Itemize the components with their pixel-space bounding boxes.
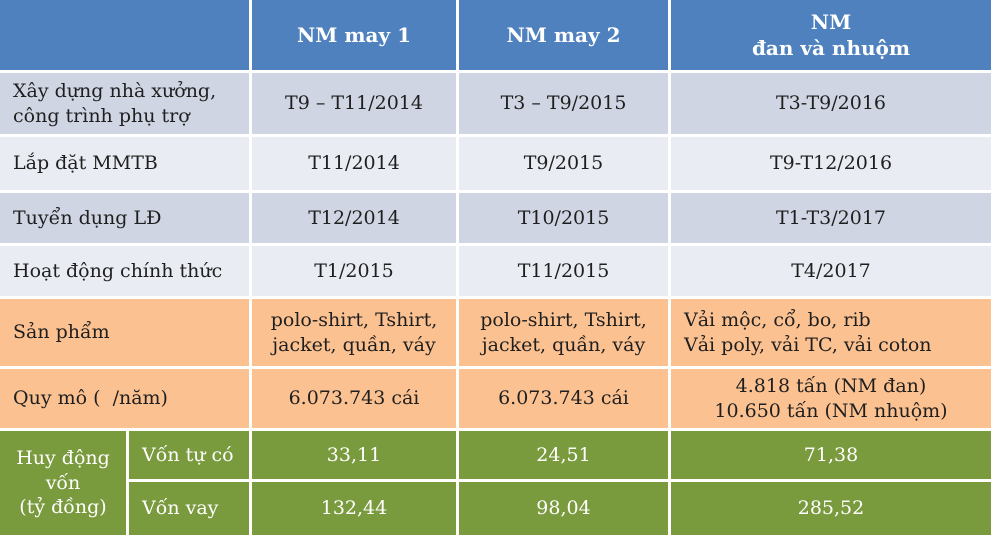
- capital-value: 24,51: [459, 431, 668, 479]
- schedule-value: T9-T12/2016: [671, 137, 991, 190]
- schedule-value: T4/2017: [671, 246, 991, 296]
- header-cell-nm-may-1: NM may 1: [252, 0, 456, 70]
- schedule-value: T3-T9/2016: [671, 73, 991, 134]
- product-value: polo-shirt, Tshirt, jacket, quần, váy: [459, 299, 668, 366]
- row-label-machinery: Lắp đặt MMTB: [0, 137, 249, 190]
- header-cell-blank: [0, 0, 249, 70]
- row-label-capacity: Quy mô ( /năm): [0, 369, 249, 428]
- schedule-value: T12/2014: [252, 193, 456, 243]
- header-cell-nm-dan-nhuom: NM đan và nhuộm: [671, 0, 991, 70]
- schedule-value: T11/2015: [459, 246, 668, 296]
- schedule-value: T1-T3/2017: [671, 193, 991, 243]
- schedule-value: T3 – T9/2015: [459, 73, 668, 134]
- capital-sublabel-loan: Vốn vay: [129, 482, 249, 535]
- capital-sublabel-equity: Vốn tự có: [129, 431, 249, 479]
- row-label-operation: Hoạt động chính thức: [0, 246, 249, 296]
- capital-value: 98,04: [459, 482, 668, 535]
- row-label-capital-mobilization: Huy động vốn (tỷ đồng): [0, 431, 126, 535]
- schedule-value: T11/2014: [252, 137, 456, 190]
- capacity-value: 6.073.743 cái: [459, 369, 668, 428]
- schedule-value: T10/2015: [459, 193, 668, 243]
- capital-value: 71,38: [671, 431, 991, 479]
- capacity-value: 4.818 tấn (NM đan) 10.650 tấn (NM nhuộm): [671, 369, 991, 428]
- schedule-value: T9 – T11/2014: [252, 73, 456, 134]
- capital-value: 33,11: [252, 431, 456, 479]
- row-label-recruitment: Tuyển dụng LĐ: [0, 193, 249, 243]
- capital-value: 285,52: [671, 482, 991, 535]
- capital-value: 132,44: [252, 482, 456, 535]
- schedule-value: T1/2015: [252, 246, 456, 296]
- product-value: polo-shirt, Tshirt, jacket, quần, váy: [252, 299, 456, 366]
- header-cell-nm-may-2: NM may 2: [459, 0, 668, 70]
- row-label-construction: Xây dựng nhà xưởng, công trình phụ trợ: [0, 73, 249, 134]
- capacity-value: 6.073.743 cái: [252, 369, 456, 428]
- schedule-value: T9/2015: [459, 137, 668, 190]
- row-label-products: Sản phẩm: [0, 299, 249, 366]
- product-value: Vải mộc, cổ, bo, rib Vải poly, vải TC, v…: [671, 299, 991, 366]
